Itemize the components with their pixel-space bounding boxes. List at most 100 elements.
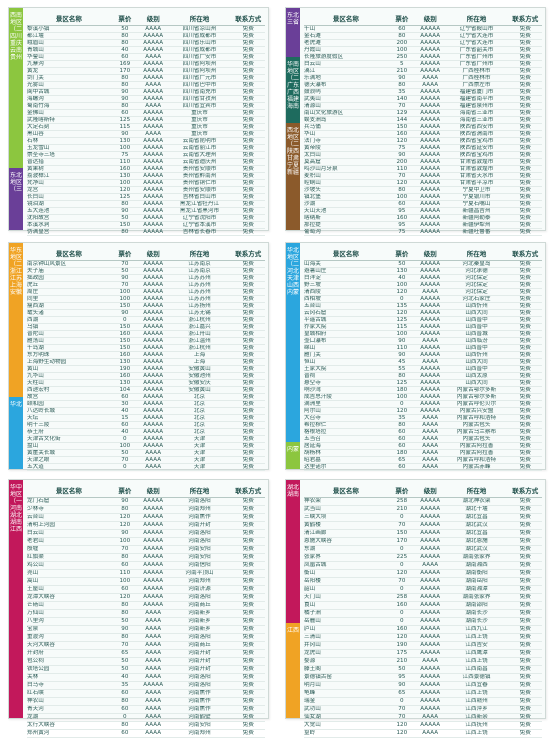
table-row: 崀山 160 AAAAA 湖南邵阳 免费: [304, 602, 542, 610]
grade-cell: AAAAA: [420, 208, 441, 214]
scenic-name-cell: 石林: [27, 138, 39, 144]
grade-cell: AAAAA: [143, 117, 164, 123]
table-row: 伪满皇宫 80 AAAAA 吉林省长春市 免费: [27, 229, 265, 236]
table-row: 张家界 225 AAAAA 湖南张家界 免费: [304, 554, 542, 562]
location-cell: 江西上饶: [465, 634, 488, 640]
location-cell: 海南省三亚市: [459, 110, 494, 116]
contact-cell: 免费: [519, 296, 531, 302]
table-row: 鼓浪屿 35 AAAAA 福建省厦门市 免费: [304, 89, 542, 96]
location-cell: 江西抚州: [465, 722, 488, 728]
location-cell: 天津: [193, 443, 206, 449]
location-cell: 福建省泉州市: [459, 103, 494, 109]
table-row: 荔波樟江 130 AAAAA 贵州省黔南州 免费: [27, 173, 265, 180]
table-row: 九华山 160 AAAAA 安徽池州 免费: [27, 373, 265, 380]
location-cell: 甘肃省敦煌市: [459, 159, 494, 165]
grade-cell: AAAAA: [420, 650, 441, 656]
grade-cell: AAAAA: [420, 626, 441, 632]
grade-cell: AAAAA: [420, 706, 441, 712]
ticket-price-cell: 95: [398, 208, 406, 214]
scenic-name-cell: 兵马俑: [304, 124, 321, 130]
region-sidebar: 华中地区（一）河南 湖北 湖南 江西: [9, 480, 23, 718]
location-cell: 江苏苏州: [188, 296, 211, 302]
contact-cell: 免费: [519, 373, 531, 379]
location-cell: 宁夏石嘴山: [462, 201, 491, 207]
table-row: 红石峡 60 AAAA 河南焦作 免费: [27, 690, 265, 698]
grade-cell: AAAAA: [143, 498, 164, 504]
grade-cell: AAAAA: [143, 275, 164, 281]
scenic-name-cell: 黑山谷: [27, 131, 44, 137]
grade-cell: AAAAA: [143, 522, 164, 528]
scenic-name-cell: 黎溪小镇: [27, 26, 50, 32]
table-row: 响沙湾 180 AAAAA 内蒙古鄂尔多斯 免费: [304, 387, 542, 394]
table-row: 盘山 100 AAAAA 天津 免费: [27, 443, 265, 450]
table-row: 希拉穆仁 80 AAAA 内蒙古包头 免费: [304, 422, 542, 429]
ticket-price-cell: 60: [121, 394, 129, 400]
scenic-name-cell: 武隆喀斯特: [27, 117, 55, 123]
table-row: 天门山 258 AAAAA 湖南张家界 免费: [304, 594, 542, 602]
grade-cell: AAAAA: [420, 352, 441, 358]
location-cell: 江苏苏州: [188, 282, 211, 288]
table-row: 八达岭长城 40 AAAAA 北京 免费: [27, 408, 265, 415]
scenic-name-cell: 白马寺: [27, 682, 44, 688]
location-cell: 云南省迪庆州: [182, 159, 217, 165]
ticket-price-cell: 90: [121, 208, 129, 214]
location-cell: 北京: [193, 429, 206, 435]
grade-cell: AAAAA: [420, 331, 441, 337]
table-row: 三清山 120 AAAAA 江西上饶 免费: [304, 634, 542, 642]
contact-cell: 免费: [242, 159, 254, 165]
grade-cell: AAAA: [422, 429, 439, 435]
contact-cell: 免费: [242, 166, 254, 172]
grade-cell: AAAA: [422, 450, 439, 456]
grade-cell: AAAAA: [143, 401, 164, 407]
grade-cell: AAAAA: [143, 443, 164, 449]
grade-cell: AAAAA: [143, 96, 164, 102]
table-row: 黄山 190 AAAAA 安徽黄山 免费: [27, 366, 265, 373]
grade-cell: AAAAA: [143, 514, 164, 520]
table-row: 华蓥山 60 AAAA 四川省广安市 免费: [27, 54, 265, 61]
ticket-price-cell: 0: [123, 464, 127, 470]
table-row: 五当召 60 AAAA 内蒙古包头 免费: [304, 436, 542, 443]
ticket-price-cell: 100: [396, 194, 408, 200]
grade-cell: AAAAA: [420, 215, 441, 221]
table-row: 九寨沟 169 AAAAA 四川省阿坝州 免费: [27, 61, 265, 68]
table-row: 八里沟 50 AAAA 河南新乡 免费: [27, 618, 265, 626]
table-row: 镇北堡 100 AAAAA 宁夏银川市 免费: [304, 194, 542, 201]
ticket-price-cell: 90: [398, 338, 406, 344]
grade-cell: AAAAA: [420, 682, 441, 688]
scenic-name-cell: 同里: [27, 296, 39, 302]
location-cell: 福建省厦门市: [459, 89, 494, 95]
table-row: 漓江 210 AAAAA 广西桂林市 免费: [304, 68, 542, 75]
grade-cell: AAAA: [145, 26, 162, 32]
grade-cell: AAAA: [422, 436, 439, 442]
grade-cell: AAAAA: [420, 159, 441, 165]
ticket-price-cell: 95: [398, 222, 406, 228]
scenic-name-cell: 万仙山: [27, 610, 44, 616]
contact-cell: 免费: [519, 666, 531, 672]
ticket-price-cell: 80: [121, 610, 129, 616]
ticket-price-cell: 70: [398, 706, 406, 712]
region-label: 湖北 湖南: [287, 484, 299, 498]
table-row: 峨眉山 80 AAAAA 四川省乐山市 免费: [27, 40, 265, 47]
location-cell: 内蒙古乌兰察布: [456, 429, 497, 435]
region-label: 华北: [10, 400, 22, 408]
grade-cell: AAAA: [145, 634, 162, 640]
location-cell: 陕西省延安市: [459, 145, 494, 151]
contact-cell: 免费: [242, 208, 254, 214]
contact-cell: 免费: [242, 457, 254, 463]
contact-cell: 免费: [519, 275, 531, 281]
grade-cell: AAAA: [422, 338, 439, 344]
ticket-price-cell: 210: [396, 506, 408, 512]
location-cell: 湖北神农架: [462, 498, 491, 504]
ticket-price-cell: 70: [398, 714, 406, 720]
contact-cell: 免费: [519, 187, 531, 193]
ticket-price-cell: 35: [398, 89, 406, 95]
grade-cell: AAAAA: [143, 229, 164, 235]
table-row: 沈阳故宫 50 AAAAA 辽宁省沈阳市 免费: [27, 215, 265, 222]
ticket-price-cell: 5: [400, 61, 404, 67]
scenic-name-cell: 大觉山: [304, 722, 321, 728]
scenic-name-cell: 天津古文化街: [27, 436, 61, 442]
grade-cell: AAAAA: [143, 173, 164, 179]
contact-cell: 免费: [519, 208, 531, 214]
ticket-price-cell: 144: [396, 117, 408, 123]
table-row: 南山文化旅游区 129 AAAAA 海南省三亚市 免费: [304, 110, 542, 117]
